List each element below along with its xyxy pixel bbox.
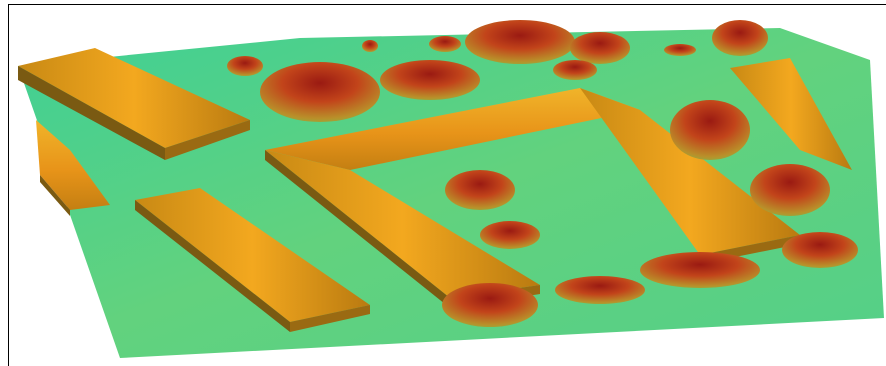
tree-clusters	[227, 20, 858, 327]
frame-top-border	[8, 4, 886, 5]
building-right	[730, 58, 852, 170]
frame-left-border	[8, 4, 9, 366]
building-central-u	[265, 88, 800, 308]
building-left-edge	[36, 120, 110, 216]
building-top-left	[18, 48, 250, 160]
building-bottom-left	[135, 188, 370, 332]
